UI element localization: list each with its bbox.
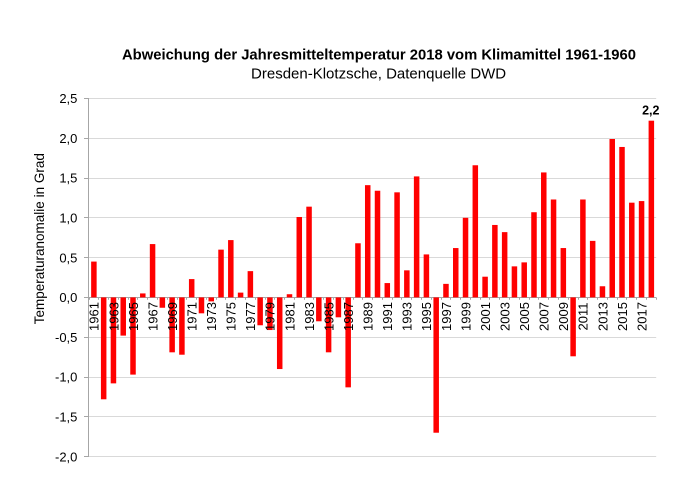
svg-text:1987: 1987 xyxy=(341,302,356,331)
svg-text:-1,0: -1,0 xyxy=(55,370,77,385)
svg-text:1969: 1969 xyxy=(165,302,180,331)
svg-text:2001: 2001 xyxy=(478,302,493,331)
svg-text:-2,0: -2,0 xyxy=(55,449,77,464)
svg-text:1971: 1971 xyxy=(184,302,199,331)
svg-text:1967: 1967 xyxy=(145,302,160,331)
svg-text:1,0: 1,0 xyxy=(59,211,77,226)
svg-text:2007: 2007 xyxy=(537,302,552,331)
svg-text:2013: 2013 xyxy=(595,302,610,331)
svg-text:2017: 2017 xyxy=(634,302,649,331)
svg-text:2009: 2009 xyxy=(556,302,571,331)
svg-text:1979: 1979 xyxy=(263,302,278,331)
svg-text:1999: 1999 xyxy=(458,302,473,331)
svg-text:-0,5: -0,5 xyxy=(55,330,77,345)
svg-text:2,5: 2,5 xyxy=(59,91,77,106)
svg-text:1973: 1973 xyxy=(204,302,219,331)
svg-text:1995: 1995 xyxy=(419,302,434,331)
svg-text:2015: 2015 xyxy=(615,302,630,331)
svg-text:1989: 1989 xyxy=(361,302,376,331)
svg-text:1997: 1997 xyxy=(439,302,454,331)
svg-text:2011: 2011 xyxy=(576,303,591,331)
svg-text:Temperaturanomalie in Grad: Temperaturanomalie in Grad xyxy=(32,153,47,324)
svg-text:0,0: 0,0 xyxy=(59,290,77,305)
svg-text:1993: 1993 xyxy=(400,302,415,331)
svg-text:1963: 1963 xyxy=(106,302,121,331)
svg-text:1981: 1981 xyxy=(282,302,297,331)
svg-text:Abweichung der Jahresmitteltem: Abweichung der Jahresmitteltemperatur 20… xyxy=(122,48,636,64)
svg-text:1961: 1961 xyxy=(87,302,102,331)
svg-text:1,5: 1,5 xyxy=(59,171,77,186)
svg-text:1985: 1985 xyxy=(321,302,336,331)
svg-text:Dresden-Klotzsche, Datenquelle: Dresden-Klotzsche, Datenquelle DWD xyxy=(251,66,506,83)
svg-text:2005: 2005 xyxy=(517,302,532,331)
svg-text:1991: 1991 xyxy=(380,302,395,331)
svg-text:0,5: 0,5 xyxy=(59,250,77,265)
svg-text:1965: 1965 xyxy=(126,302,141,331)
svg-text:1975: 1975 xyxy=(224,302,239,331)
svg-text:-1,5: -1,5 xyxy=(55,410,77,425)
svg-text:1983: 1983 xyxy=(302,302,317,331)
svg-text:2003: 2003 xyxy=(497,302,512,331)
svg-text:2,0: 2,0 xyxy=(59,131,77,146)
svg-text:2,2: 2,2 xyxy=(642,103,659,117)
svg-text:1977: 1977 xyxy=(243,302,258,331)
